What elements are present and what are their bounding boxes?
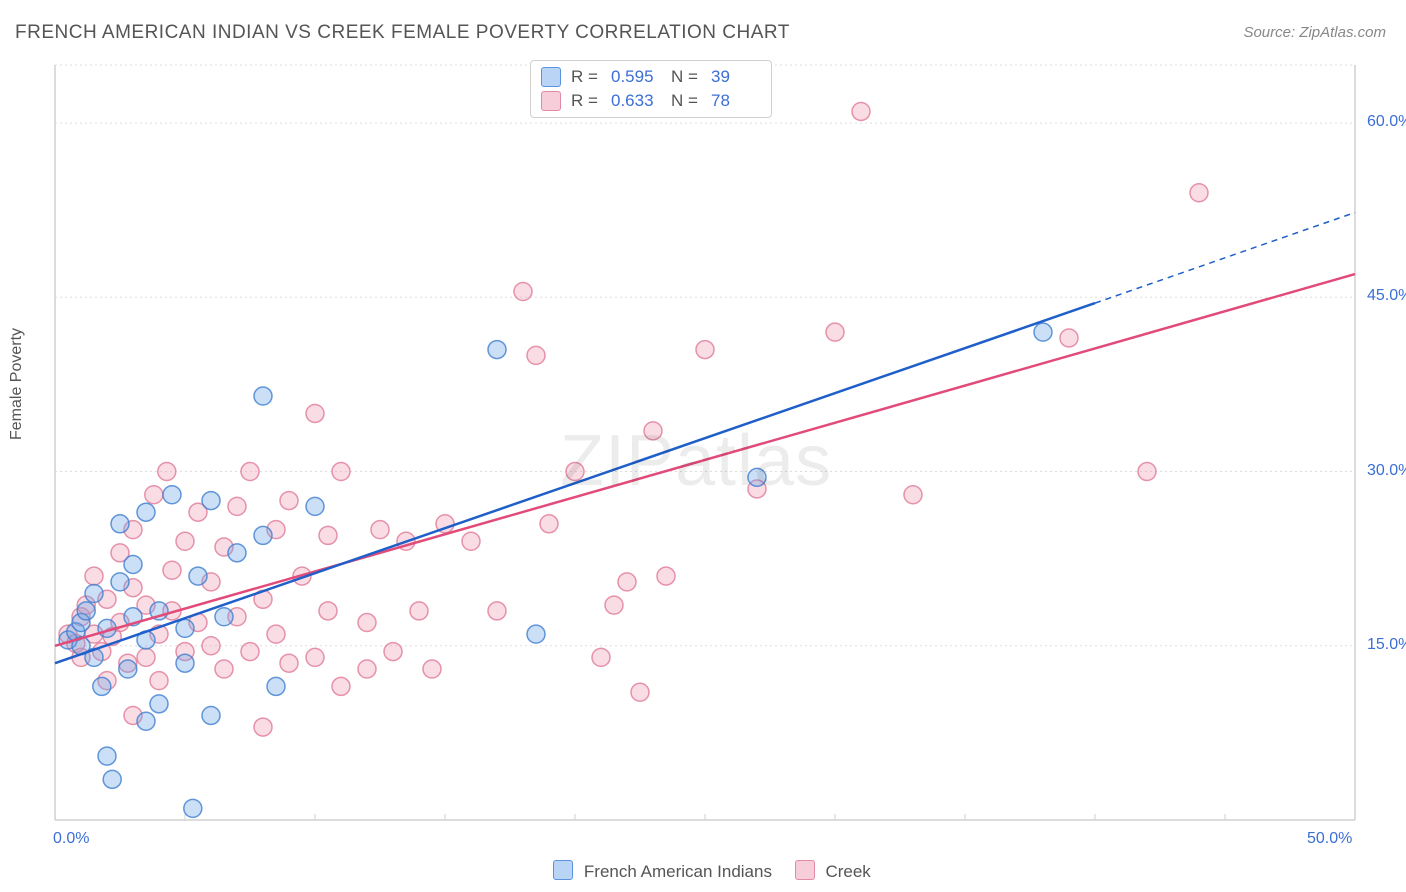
series-legend: French American Indians Creek bbox=[0, 860, 1406, 882]
legend-swatch-french bbox=[553, 860, 573, 880]
legend-row: R = 0.595 N = 39 bbox=[541, 65, 761, 89]
legend-swatch-french bbox=[541, 67, 561, 87]
legend-label: Creek bbox=[825, 862, 870, 881]
correlation-legend: R = 0.595 N = 39 R = 0.633 N = 78 bbox=[530, 60, 772, 118]
legend-r-label: R = bbox=[571, 91, 601, 111]
legend-r-label: R = bbox=[571, 67, 601, 87]
y-axis-label: Female Poverty bbox=[8, 328, 26, 440]
legend-row: R = 0.633 N = 78 bbox=[541, 89, 761, 113]
legend-r-value: 0.633 bbox=[611, 91, 661, 111]
scatter-plot-svg bbox=[50, 55, 1390, 830]
legend-label: French American Indians bbox=[584, 862, 772, 881]
source-label: Source: ZipAtlas.com bbox=[1243, 24, 1386, 41]
legend-swatch-creek bbox=[541, 91, 561, 111]
legend-n-label: N = bbox=[671, 91, 701, 111]
legend-n-value: 78 bbox=[711, 91, 761, 111]
x-tick-label: 50.0% bbox=[1307, 830, 1352, 848]
y-tick-label: 30.0% bbox=[1367, 462, 1406, 480]
plot-area bbox=[50, 55, 1390, 830]
legend-n-label: N = bbox=[671, 67, 701, 87]
y-tick-label: 60.0% bbox=[1367, 113, 1406, 131]
legend-r-value: 0.595 bbox=[611, 67, 661, 87]
legend-swatch-creek bbox=[795, 860, 815, 880]
legend-n-value: 39 bbox=[711, 67, 761, 87]
y-tick-label: 45.0% bbox=[1367, 287, 1406, 305]
chart-container: FRENCH AMERICAN INDIAN VS CREEK FEMALE P… bbox=[0, 0, 1406, 892]
y-tick-label: 15.0% bbox=[1367, 636, 1406, 654]
chart-title: FRENCH AMERICAN INDIAN VS CREEK FEMALE P… bbox=[15, 22, 790, 44]
x-tick-label: 0.0% bbox=[53, 830, 89, 848]
